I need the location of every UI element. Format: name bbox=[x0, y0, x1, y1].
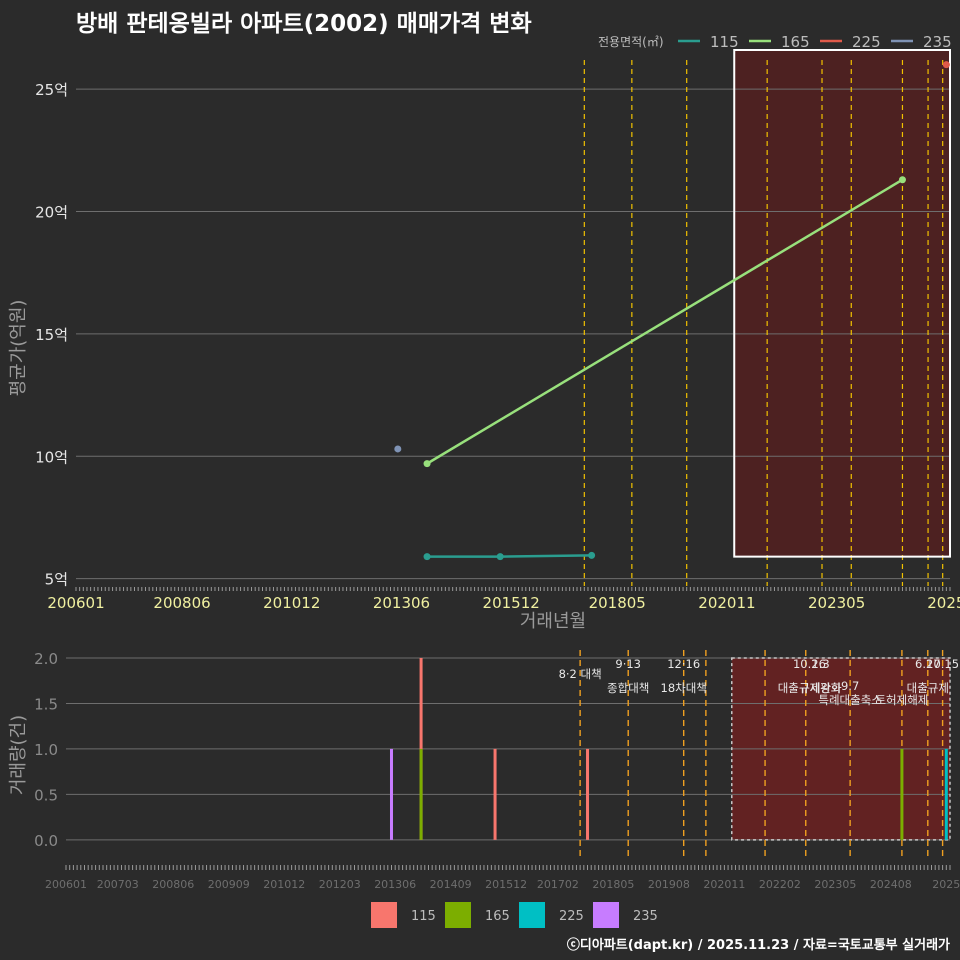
y-tick-label: 15억 bbox=[35, 326, 68, 344]
legend-swatch-235 bbox=[593, 902, 619, 928]
series-line-115 bbox=[427, 554, 592, 558]
data-point-235 bbox=[394, 445, 402, 453]
volume-bar-235 bbox=[389, 748, 393, 840]
legend-label-165: 165 bbox=[485, 909, 510, 924]
volume-bar-115 bbox=[586, 748, 590, 840]
legend-label-225: 225 bbox=[559, 909, 584, 924]
x-tick-label: 201012 bbox=[263, 594, 320, 612]
policy-annotation: 특례대출축소 bbox=[818, 693, 881, 707]
y-tick-label: 2.0 bbox=[34, 650, 58, 668]
legend-label-235: 235 bbox=[633, 909, 658, 924]
policy-annotation: 9.7 bbox=[841, 679, 859, 693]
volume-bar-115 bbox=[419, 658, 423, 840]
policy-annotation: 규제완화 bbox=[799, 681, 842, 695]
x-tick-label: 201306 bbox=[374, 878, 416, 891]
policy-annotation: 6.27 bbox=[915, 657, 941, 671]
y-tick-label: 10억 bbox=[35, 448, 68, 466]
x-tick-label: 201409 bbox=[430, 878, 472, 891]
x-tick-label: 200601 bbox=[47, 594, 104, 612]
policy-annotation: 8·2 대책 bbox=[559, 667, 602, 681]
y-tick-label: 20억 bbox=[35, 204, 68, 222]
x-tick-label: 200703 bbox=[97, 878, 139, 891]
y-tick-label: 5억 bbox=[45, 571, 68, 589]
x-tick-label: 2025 bbox=[927, 594, 960, 612]
policy-annotation: 10.26 bbox=[793, 657, 826, 671]
x-tick-label: 200601 bbox=[45, 878, 87, 891]
volume-bar-165 bbox=[419, 748, 423, 840]
legend-label-115: 115 bbox=[710, 33, 739, 51]
x-tick-label: 202011 bbox=[703, 878, 745, 891]
volume-bar-115 bbox=[493, 748, 497, 840]
data-point-115 bbox=[423, 553, 431, 561]
legend-label-165: 165 bbox=[781, 33, 810, 51]
policy-annotation: 9·13 bbox=[615, 657, 641, 671]
price-chart: 5억 10억 15억 20억 25억 200601 200806 201012 201306 20… bbox=[8, 33, 960, 632]
page-title: 방배 판테옹빌라 아파트(2002) 매매가격 변화 bbox=[76, 11, 532, 37]
x-tick-label: 202011 bbox=[698, 594, 755, 612]
x-tick-label: 200909 bbox=[208, 878, 250, 891]
y-tick-label: 0.5 bbox=[34, 786, 58, 804]
data-point-165 bbox=[423, 460, 431, 468]
x-tick-label: 2025 bbox=[932, 878, 960, 891]
x-tick-label: 201203 bbox=[319, 878, 361, 891]
policy-annotation: 12·16 bbox=[667, 657, 700, 671]
x-tick-label: 201306 bbox=[373, 594, 430, 612]
series-line-165 bbox=[426, 178, 904, 465]
data-point-115 bbox=[588, 551, 596, 559]
volume-bar-165 bbox=[900, 748, 904, 840]
x-tick-label: 201805 bbox=[592, 878, 634, 891]
x-tick-label: 202305 bbox=[808, 594, 865, 612]
y-tick-label: 1.0 bbox=[34, 741, 58, 759]
x-tick-label: 201805 bbox=[589, 594, 646, 612]
x-tick-label: 202408 bbox=[870, 878, 912, 891]
x-tick-label: 200806 bbox=[153, 594, 210, 612]
y-axis-title: 평균가(억원) bbox=[8, 300, 29, 397]
y-tick-label: 1.5 bbox=[34, 695, 58, 713]
y-axis-title: 거래량(건) bbox=[8, 715, 29, 795]
data-point-115 bbox=[496, 553, 504, 561]
x-tick-label: 200806 bbox=[152, 878, 194, 891]
legend-label-225: 225 bbox=[852, 33, 881, 51]
policy-annotation: 종합대책 bbox=[607, 681, 649, 695]
legend-label-115: 115 bbox=[411, 909, 436, 924]
data-point-225 bbox=[942, 61, 950, 69]
legend-swatch-115 bbox=[371, 902, 397, 928]
policy-annotation: 18차대책 bbox=[661, 681, 707, 695]
policy-annotation: 토허제해제 bbox=[875, 693, 928, 707]
legend-swatch-165 bbox=[445, 902, 471, 928]
x-tick-label: 201012 bbox=[263, 878, 305, 891]
policy-annotation: 대출규제 bbox=[907, 681, 949, 695]
x-tick-label: 201512 bbox=[483, 594, 540, 612]
source-footer: ⓒ디아파트(dapt.kr) / 2025.11.23 / 자료=국토교통부 실… bbox=[566, 938, 950, 953]
x-tick-label: 202305 bbox=[814, 878, 856, 891]
highlight-area bbox=[734, 50, 950, 557]
x-tick-label: 201908 bbox=[648, 878, 690, 891]
policy-annotation: 1.3 bbox=[811, 657, 829, 671]
policy-annotation: 대출규제강화 bbox=[778, 681, 842, 695]
legend-title: 전용면적(㎡) bbox=[598, 35, 664, 49]
highlight-border bbox=[733, 49, 951, 558]
volume-bar-225 bbox=[944, 748, 948, 840]
x-tick-label: 201512 bbox=[485, 878, 527, 891]
policy-annotation: 10.15 bbox=[926, 657, 959, 671]
legend-label-235: 235 bbox=[923, 33, 952, 51]
volume-chart: 0.0 0.5 1.0 1.5 2.0 8·2 대책 9·13 종합대책 12·16 18차대책 1… bbox=[8, 650, 960, 928]
x-tick-label: 201702 bbox=[537, 878, 579, 891]
x-tick-label: 202202 bbox=[759, 878, 801, 891]
y-tick-label: 0.0 bbox=[34, 832, 58, 850]
legend-swatch-225 bbox=[519, 902, 545, 928]
highlight-border bbox=[731, 657, 951, 841]
data-point-165 bbox=[898, 176, 906, 184]
y-tick-label: 25억 bbox=[35, 81, 68, 99]
x-axis-title: 거래년월 bbox=[520, 611, 586, 632]
legend: 전용면적(㎡) 115 165 225 235 bbox=[598, 33, 952, 51]
